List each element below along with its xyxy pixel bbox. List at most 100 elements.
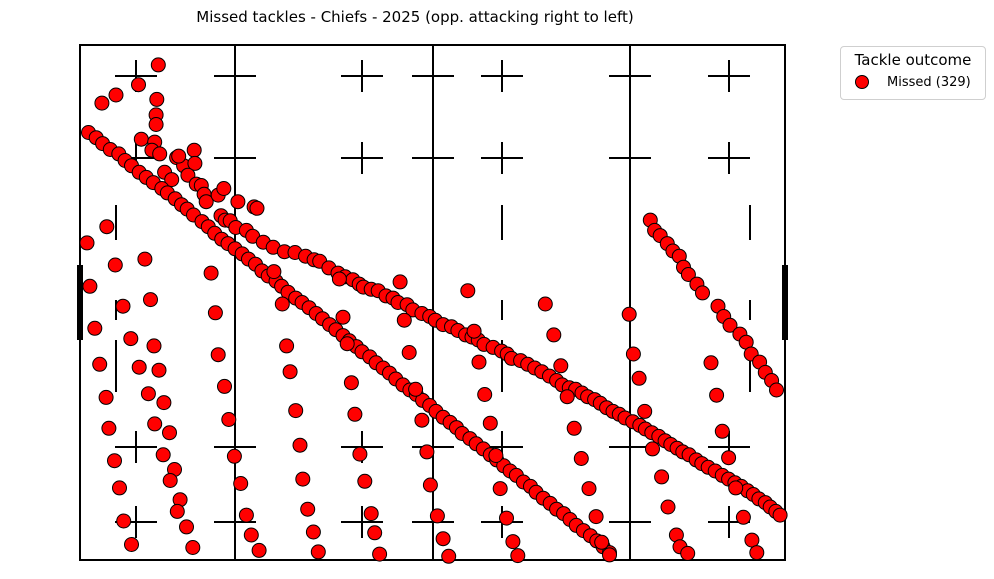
missed-tackle-point-295	[695, 285, 710, 301]
missed-tackle-point-218	[266, 264, 282, 280]
missed-tackle-point-251	[477, 387, 493, 402]
missed-tackle-point-252	[482, 415, 498, 431]
missed-tackle-point-213	[226, 448, 242, 464]
missed-tackle-point-196	[116, 513, 132, 529]
missed-tackle-point-202	[156, 395, 172, 411]
missed-tackle-point-259	[546, 327, 562, 343]
missed-tackle-point-221	[282, 364, 298, 380]
missed-tackle-point-273	[654, 469, 670, 485]
missed-tackle-point-235	[363, 506, 379, 522]
missed-tackle-point-277	[680, 545, 696, 561]
missed-tackle-point-282	[728, 480, 744, 496]
missed-tackle-point-310	[131, 359, 147, 375]
missed-tackle-point-222	[288, 403, 304, 419]
missed-tackle-point-210	[210, 347, 226, 363]
missed-tackle-point-7	[133, 131, 149, 147]
missed-tackle-point-230	[339, 336, 355, 352]
missed-tackle-point-266	[594, 534, 610, 550]
missed-tackle-point-278	[703, 355, 719, 371]
missed-tackle-point-233	[352, 446, 368, 462]
missed-tackle-point-189	[82, 278, 98, 294]
missed-tackle-point-193	[101, 420, 117, 436]
missed-tackle-point-271	[637, 403, 653, 419]
missed-tackle-point-201	[151, 362, 167, 378]
missed-tackle-point-188	[79, 235, 95, 251]
missed-tackle-point-24	[216, 181, 232, 196]
missed-tackle-point-250	[471, 354, 487, 370]
missed-tackle-point-4	[149, 91, 165, 107]
missed-tackle-point-217	[251, 542, 267, 558]
missed-tackle-point-312	[147, 416, 163, 432]
goal-posts	[77, 265, 788, 340]
missed-tackle-point-281	[721, 450, 737, 466]
missed-tackle-point-261	[559, 389, 575, 405]
missed-tackle-point-268	[621, 306, 637, 322]
missed-tackle-point-197	[124, 537, 139, 552]
missed-tackle-point-298	[722, 317, 738, 333]
missed-tackle-point-15	[171, 148, 187, 164]
missed-tackle-point-284	[744, 532, 760, 548]
missed-tackle-point-206	[179, 519, 194, 535]
missed-tackle-point-283	[735, 509, 751, 525]
missed-tackle-point-232	[347, 406, 363, 422]
missed-tackle-point-293	[680, 267, 696, 282]
missed-tackle-point-236	[367, 525, 383, 541]
missed-tackle-point-313	[155, 447, 171, 463]
missed-tackle-point-203	[162, 425, 177, 441]
missed-tackle-point-242	[414, 412, 430, 428]
missed-tackle-point-263	[573, 451, 589, 466]
missed-tackle-point-192	[98, 389, 114, 405]
missed-tackle-point-209	[207, 305, 223, 321]
missed-tackle-point-22	[198, 194, 214, 210]
missed-tackle-point-219	[274, 296, 290, 312]
missed-tackle-point-194	[107, 453, 122, 469]
missed-tackle-point-246	[435, 531, 451, 547]
missed-tackle-point-241	[408, 381, 424, 397]
missed-tackle-point-191	[92, 356, 108, 372]
missed-tackle-point-307	[107, 257, 123, 273]
missed-tackle-point-0	[150, 57, 166, 73]
missed-tackle-point-1	[131, 77, 146, 93]
missed-tackle-point-244	[422, 477, 438, 493]
missed-tackle-point-223	[292, 437, 308, 453]
missed-tackle-point-190	[87, 320, 103, 336]
missed-tackle-point-279	[709, 387, 725, 403]
missed-tackle-point-306	[99, 219, 115, 235]
missed-tackle-point-27	[249, 200, 265, 216]
missed-tackle-point-260	[553, 358, 569, 374]
missed-tackle-point-247	[441, 548, 457, 564]
missed-tackle-point-229	[335, 309, 351, 325]
legend-label-missed: Missed (329)	[887, 75, 971, 90]
legend: Tackle outcome Missed (329)	[840, 46, 986, 100]
missed-tackle-point-227	[310, 544, 326, 560]
missed-tackle-point-214	[233, 476, 249, 491]
missed-tackle-point-215	[238, 507, 254, 523]
missed-tackle-point-272	[645, 441, 660, 457]
missed-tackle-point-309	[123, 331, 139, 347]
missed-tackle-point-314	[162, 473, 178, 488]
missed-tackle-point-228	[331, 271, 347, 287]
missed-tackle-point-207	[185, 540, 201, 555]
missed-tackle-point-25	[230, 194, 246, 210]
missed-tackle-point-258	[537, 296, 553, 312]
missed-tackle-point-3	[94, 95, 110, 111]
goal-post-left	[77, 265, 83, 340]
missed-tackle-point-308	[115, 298, 131, 314]
missed-tackle-point-265	[588, 509, 604, 525]
legend-marker-missed	[855, 75, 869, 89]
missed-tackle-point-311	[140, 386, 156, 402]
missed-tackle-point-262	[566, 420, 582, 436]
missed-tackle-point-6	[148, 117, 164, 132]
missed-tackle-point-199	[143, 292, 158, 308]
missed-tackle-point-231	[343, 375, 359, 391]
missed-tackle-point-216	[243, 527, 259, 543]
missed-tackle-point-256	[505, 534, 521, 550]
missed-tackle-point-17	[187, 155, 203, 171]
tackle-points	[79, 57, 788, 564]
missed-tackle-point-305	[769, 382, 784, 398]
missed-tackle-point-220	[279, 338, 295, 354]
missed-tackle-point-274	[660, 499, 676, 515]
missed-tackle-point-255	[499, 510, 514, 526]
missed-tackle-point-109	[772, 507, 788, 523]
